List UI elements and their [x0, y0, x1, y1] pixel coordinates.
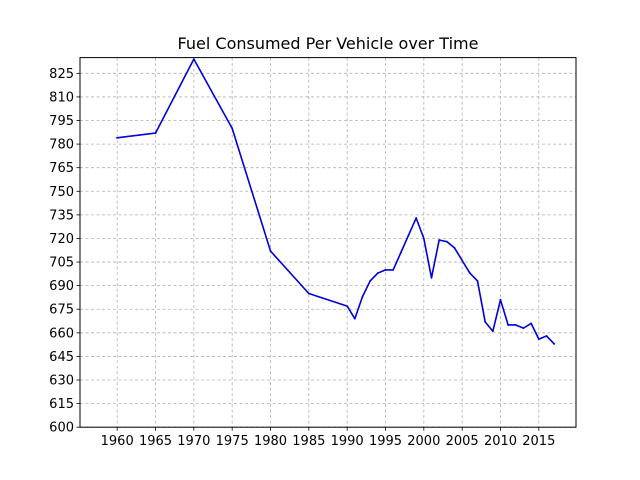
data-point	[522, 327, 525, 330]
x-tick-label: 2000	[407, 434, 440, 449]
y-axis: 600 615 630 645 660 675 690 705 720 735 750 765 780 7…	[49, 67, 80, 436]
data-point	[430, 276, 433, 279]
data-point	[154, 132, 157, 134]
data-point	[307, 292, 310, 295]
x-tick-label: 2005	[446, 434, 479, 449]
y-tick-label: 780	[49, 138, 74, 153]
data-point	[269, 250, 272, 252]
x-tick-label: 2015	[522, 434, 555, 449]
y-tick-label: 645	[49, 350, 74, 365]
data-point	[353, 317, 356, 320]
y-tick-label: 825	[49, 67, 74, 82]
data-point	[415, 217, 418, 219]
chart-title: Fuel Consumed Per Vehicle over Time	[178, 34, 479, 53]
series-line	[116, 58, 556, 345]
grid	[80, 57, 576, 428]
y-tick-label: 660	[49, 326, 74, 341]
data-point	[553, 342, 556, 345]
data-point	[484, 320, 487, 323]
data-point	[461, 259, 464, 262]
data-point	[491, 330, 494, 333]
data-point	[192, 58, 195, 61]
data-point	[399, 251, 402, 254]
y-tick-label: 675	[49, 303, 74, 318]
data-point	[545, 335, 548, 337]
x-tick-label: 1975	[216, 434, 249, 449]
data-point	[445, 240, 448, 243]
y-tick-label: 600	[49, 421, 74, 436]
x-tick-label: 1985	[292, 434, 325, 449]
y-tick-label: 795	[49, 114, 74, 129]
data-point	[384, 269, 387, 271]
x-tick-label: 2010	[484, 434, 517, 449]
data-point	[507, 324, 510, 326]
data-point	[514, 324, 517, 326]
data-point	[116, 136, 119, 139]
data-point	[407, 234, 410, 237]
data-point	[476, 280, 479, 282]
y-tick-label: 765	[49, 161, 74, 176]
y-tick-label: 615	[49, 397, 74, 412]
y-tick-label: 705	[49, 256, 74, 271]
x-tick-label: 1990	[331, 434, 364, 449]
x-axis: 1960 1965 1970 1975 1980 1985 1990 1995 2000 2005…	[101, 427, 555, 449]
x-tick-label: 1960	[101, 434, 134, 449]
y-tick-label: 720	[49, 232, 74, 247]
x-tick-label: 1995	[369, 434, 402, 449]
data-point	[468, 272, 471, 274]
y-tick-label: 750	[49, 185, 74, 200]
y-tick-label: 630	[49, 374, 74, 389]
data-point	[392, 269, 395, 271]
x-tick-label: 1965	[139, 434, 172, 449]
data-point	[422, 237, 425, 240]
data-point	[453, 247, 456, 249]
data-point	[438, 239, 441, 241]
x-tick-label: 1980	[254, 434, 287, 449]
data-point	[231, 127, 234, 130]
data-point	[346, 305, 349, 307]
y-tick-label: 690	[49, 279, 74, 294]
y-tick-label: 735	[49, 208, 74, 223]
data-point	[537, 338, 540, 341]
data-point	[369, 280, 372, 282]
data-point	[530, 322, 533, 325]
data-point	[499, 298, 502, 301]
y-tick-label: 810	[49, 90, 74, 105]
data-point	[361, 295, 364, 298]
data-point	[376, 272, 379, 274]
plot-frame	[79, 57, 577, 428]
series-layer	[116, 58, 556, 345]
x-tick-label: 1970	[177, 434, 210, 449]
